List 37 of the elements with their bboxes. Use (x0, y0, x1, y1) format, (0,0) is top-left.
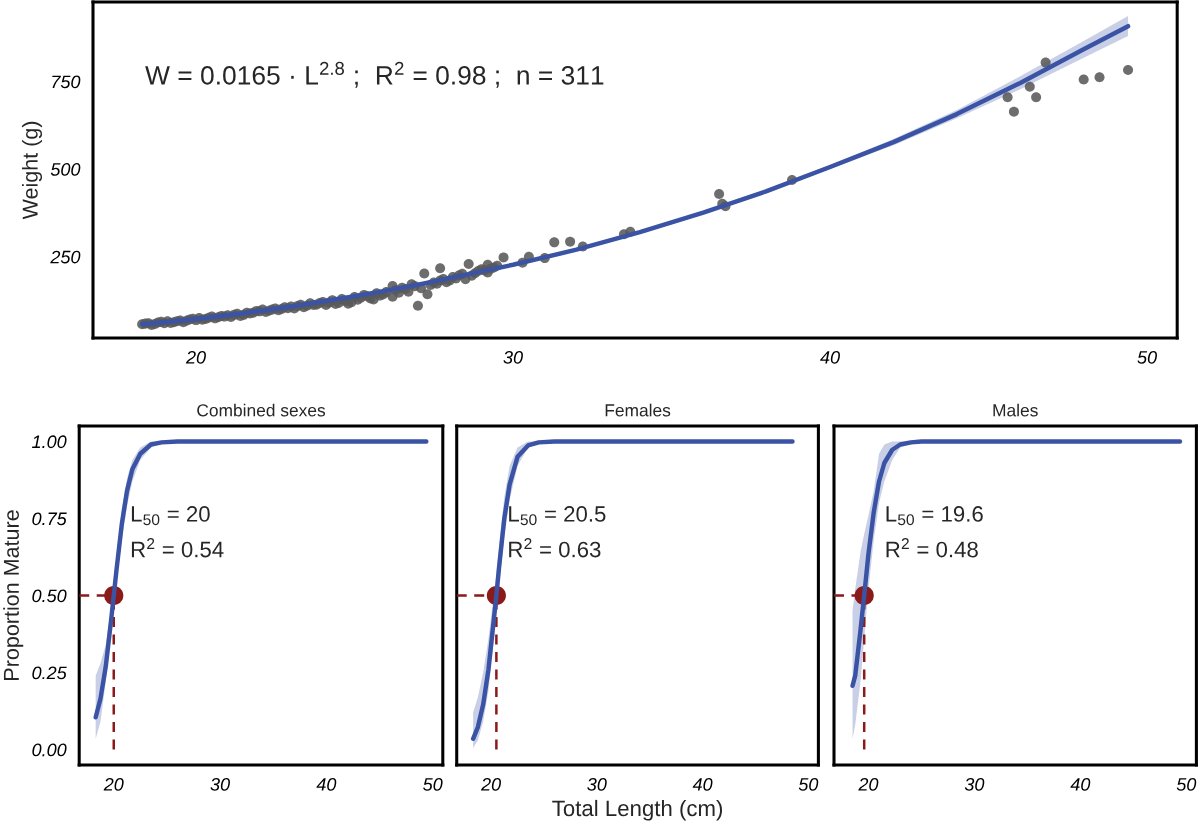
y-tick-label: 0.75 (32, 512, 67, 526)
chart-title: Females (605, 403, 671, 417)
y-tick-label: 250 (50, 250, 81, 264)
annotation: R$^{2}$ = 0.48 (886, 538, 978, 558)
x-tick-label: 50 (1176, 777, 1197, 791)
x-tick-label: 20 (480, 777, 501, 791)
y-axis-title: Proportion Mature (3, 510, 24, 680)
x-tick-label: 40 (692, 777, 713, 791)
x-tick-label: 50 (423, 777, 443, 791)
x-tick-label: 50 (1137, 350, 1157, 364)
x-tick-label: 40 (316, 777, 337, 791)
x-tick-label: 20 (103, 777, 124, 791)
x-tick-label: 30 (503, 350, 523, 364)
chart-title: Combined sexes (197, 403, 326, 417)
y-tick-label: 500 (50, 163, 81, 176)
x-tick-label: 20 (185, 350, 206, 364)
x-tick-label: 50 (798, 777, 819, 791)
y-tick-label: 750 (52, 75, 81, 89)
x-tick-label: 30 (587, 777, 607, 791)
annotation: R$^{2}$ = 0.54 (131, 538, 224, 558)
y-tick-label: 1.00 (32, 435, 67, 449)
x-axis-title: Total Length (cm) (552, 799, 723, 821)
x-tick-label: 40 (1070, 777, 1091, 791)
x-tick-label: 20 (858, 777, 879, 791)
x-tick-label: 30 (210, 777, 230, 791)
annotation: L$_{50}$ = 20 (131, 506, 210, 526)
y-tick-label: 0.25 (32, 666, 67, 680)
y-tick-label: 0.50 (32, 589, 67, 603)
x-tick-label: 40 (820, 350, 840, 364)
y-axis-title: Weight (g) (21, 121, 43, 220)
annotation: L$_{50}$ = 19.6 (886, 506, 983, 526)
x-tick-label: 30 (964, 777, 985, 791)
annotation: R$^{2}$ = 0.63 (509, 538, 601, 558)
annotation: L$_{50}$ = 20.5 (509, 506, 606, 526)
chart-title: Males (993, 403, 1038, 417)
annotation: W = 0.0165 · L$^{2.8}$ ; R$^{2}$ = 0.98 ; n = 311 (145, 61, 604, 88)
y-tick-label: 0.00 (32, 743, 67, 757)
